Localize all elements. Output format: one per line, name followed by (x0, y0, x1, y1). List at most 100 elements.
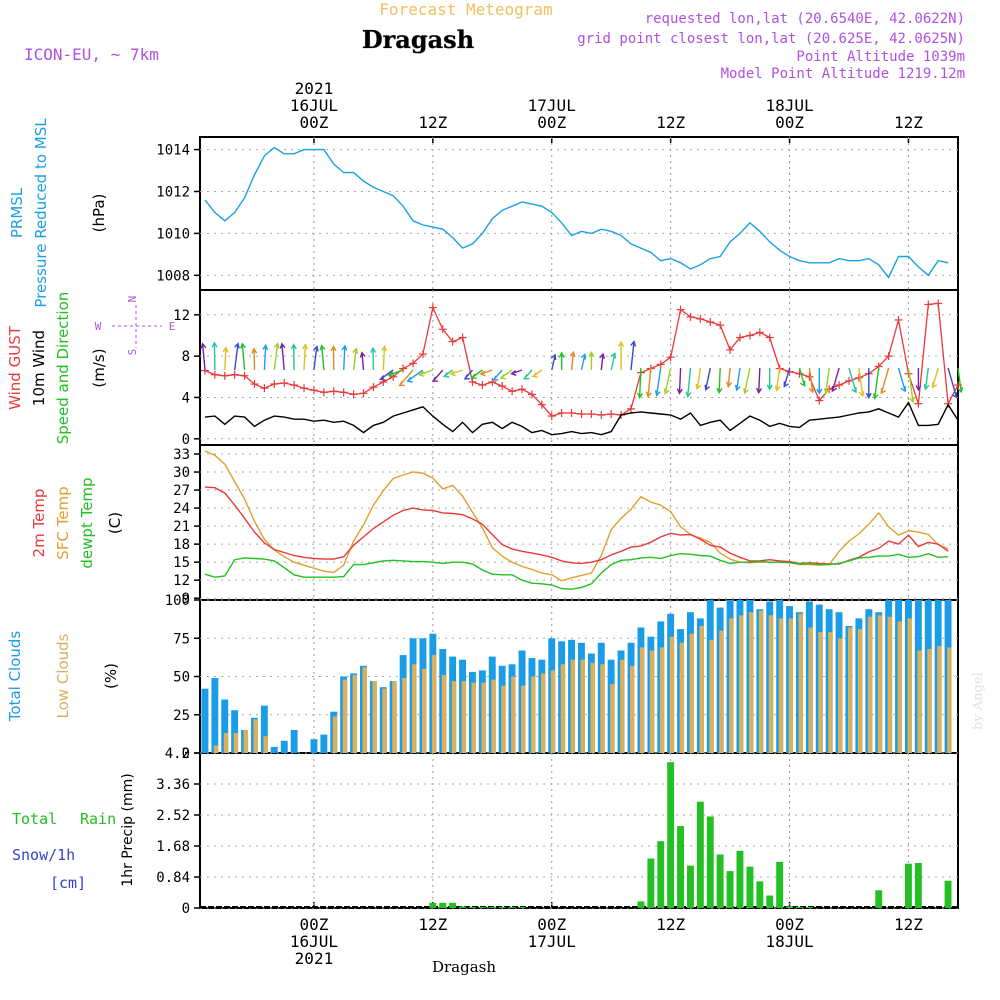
wind-direction-arrow (281, 343, 285, 371)
low-cloud-bar (699, 626, 704, 753)
clouds-unit-label: (%) (102, 663, 120, 689)
wind-arrow-head (915, 385, 922, 392)
low-cloud-bar (679, 642, 685, 753)
y-tick-label: 0 (182, 901, 190, 917)
rain-bar (498, 906, 506, 908)
wind-gust-label: Wind GUST (6, 325, 24, 410)
low-clouds-label: Low Clouds (54, 633, 72, 718)
wind-direction-arrow (313, 346, 318, 371)
wind-arrow-head (636, 392, 643, 399)
wind-direction-arrow (798, 367, 806, 386)
time-label-bottom: 12Z (418, 915, 447, 934)
wind-arrow-head (823, 388, 830, 395)
wind-direction-arrow (897, 367, 906, 392)
wind-arrow-head (645, 391, 652, 398)
compass-west: W (95, 320, 102, 333)
wind-arrow-head (766, 384, 773, 391)
low-cloud-bar (263, 736, 268, 753)
rain-bar (786, 906, 793, 908)
wind-arrow-head (234, 342, 240, 349)
y-tick-label: 18 (173, 537, 190, 553)
low-cloud-bar (649, 650, 655, 753)
low-cloud-bar (332, 716, 338, 753)
wind-arrow-head (716, 387, 723, 395)
wind-arrow-head (341, 344, 348, 351)
wind-arrow-head (558, 351, 565, 358)
total-cloud-bar (211, 678, 219, 753)
wind-direction-arrow (831, 367, 840, 392)
wind-direction-arrow (705, 367, 711, 390)
y-tick-label: 9 (182, 591, 190, 607)
total-cloud-bar (260, 705, 268, 753)
time-label-bottom: 17JUL (528, 932, 576, 951)
wind-arrow-head (550, 353, 557, 361)
y-tick-label: 1012 (156, 184, 190, 200)
y-tick-label: 15 (173, 555, 190, 571)
low-cloud-bar (580, 659, 585, 753)
rain-bar (905, 863, 912, 908)
forecast-meteogram-title: Forecast Meteogram (379, 0, 552, 19)
wind-arrow-head (200, 342, 207, 349)
low-cloud-bar (947, 647, 952, 753)
rain-bar (756, 881, 764, 908)
low-cloud-bar (471, 682, 476, 753)
wind-arrow-head (951, 392, 958, 399)
y-tick-label: 21 (173, 519, 190, 535)
wind-arrow-head (470, 373, 477, 380)
wind-direction-arrow (696, 367, 702, 389)
rain-bar (914, 863, 922, 908)
model-label: ICON-EU, ~ 7km (24, 45, 159, 64)
wind-direction-arrow (580, 354, 586, 371)
wind-arrow-head (290, 343, 297, 350)
wind-arrow-head (370, 346, 377, 354)
time-label-top: 00Z (775, 113, 804, 132)
rain-bar (449, 902, 457, 908)
time-label-bottom: 12Z (894, 915, 923, 934)
low-cloud-bar (352, 675, 358, 753)
wind-direction-arrow (718, 367, 721, 393)
wind-direction-arrow (234, 343, 239, 371)
low-cloud-bar (818, 632, 823, 753)
wind-direction-arrow (727, 367, 731, 387)
rain-bar (478, 906, 486, 908)
y-tick-label: 30 (173, 465, 190, 481)
low-cloud-bar (213, 745, 219, 753)
wind-direction-arrow (947, 367, 958, 398)
low-cloud-bar (530, 676, 536, 753)
time-label-bottom: 2021 (295, 949, 334, 968)
low-cloud-bar (838, 638, 843, 754)
total-cloud-bar (221, 699, 229, 753)
wind-direction-arrow (638, 367, 642, 398)
low-cloud-bar (233, 733, 239, 753)
location-title: Dragash (362, 25, 474, 54)
low-cloud-bar (907, 618, 912, 753)
time-label-top: 16JUL (290, 96, 338, 115)
watermark: by Angel (971, 672, 986, 730)
low-cloud-bar (877, 615, 883, 753)
wind-arrow-head (379, 375, 386, 381)
wind-direction-arrow (570, 352, 575, 371)
time-label-top: 18JUL (765, 96, 813, 115)
low-cloud-bar (788, 618, 794, 753)
rain-bar (706, 816, 714, 908)
low-cloud-bar (342, 679, 348, 753)
y-tick-label: 24 (173, 501, 190, 517)
y-tick-label: 25 (173, 708, 190, 724)
wind-direction-arrow (825, 367, 830, 394)
low-cloud-bar (897, 621, 903, 753)
low-cloud-bar (243, 730, 249, 753)
time-label-bottom: 00Z (299, 915, 328, 934)
y-tick-label: 12 (173, 308, 190, 324)
wind-direction-arrow (600, 353, 604, 371)
wind-direction-arrow (241, 343, 246, 371)
low-cloud-bar (521, 685, 526, 753)
wind-direction-arrow (655, 367, 662, 396)
wind-arrow-head (695, 383, 702, 391)
y-tick-label: 3.36 (156, 777, 190, 793)
low-cloud-bar (223, 733, 229, 753)
temp-dewpt-label: dewpt Temp (78, 477, 96, 568)
wind-arrow-head (301, 343, 308, 350)
total-rain-label-2: Rain (80, 810, 116, 828)
rain-bar (687, 865, 694, 908)
low-cloud-bar (828, 632, 833, 753)
